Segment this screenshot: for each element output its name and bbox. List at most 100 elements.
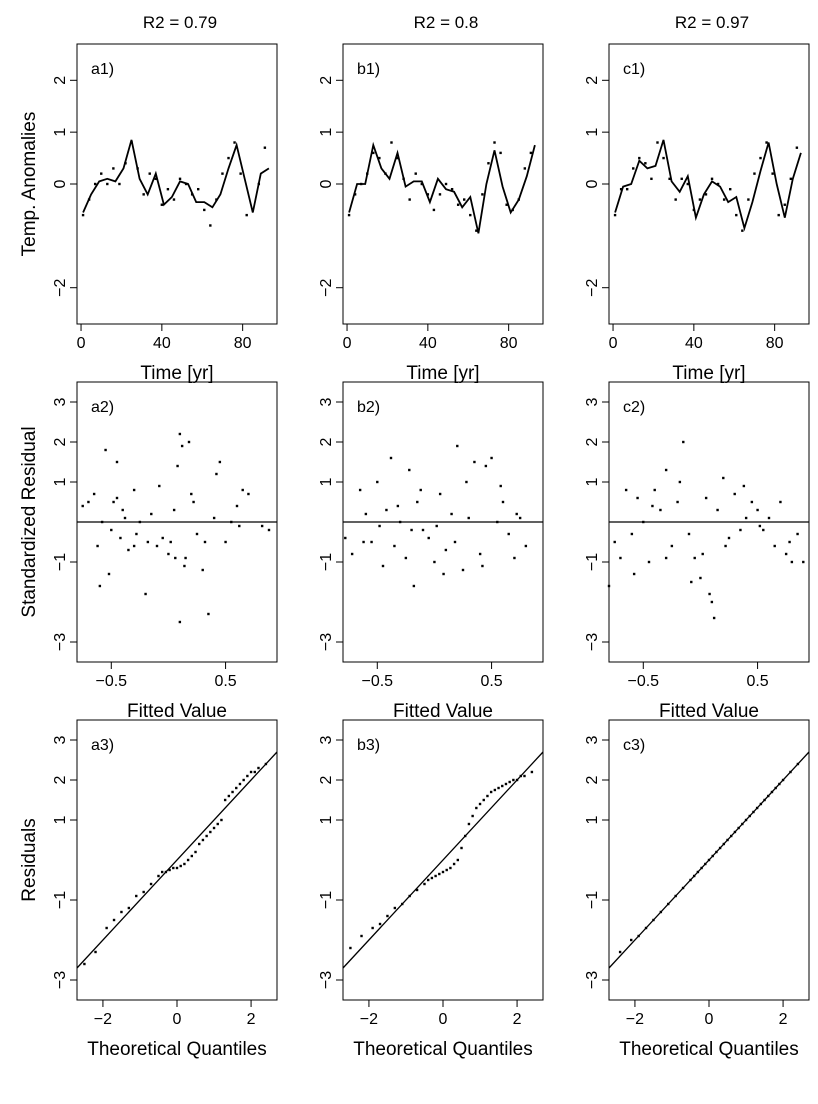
data-point xyxy=(763,798,766,802)
data-point xyxy=(390,141,393,144)
data-point xyxy=(438,193,442,196)
data-point xyxy=(704,862,707,866)
data-point xyxy=(452,862,456,866)
data-point xyxy=(127,906,131,910)
panel-c2: −0.5 0.5 −3 −1 1 2 3 Fitted Value c2) xyxy=(584,381,810,722)
data-point xyxy=(647,560,651,564)
data-point xyxy=(410,528,413,532)
panel-label: a2) xyxy=(91,399,114,416)
data-point xyxy=(267,528,271,532)
data-point xyxy=(92,492,96,496)
panel-label: c3) xyxy=(623,737,645,754)
data-point xyxy=(176,464,179,468)
data-point xyxy=(358,488,362,492)
data-point xyxy=(638,156,641,160)
data-point xyxy=(183,564,186,568)
data-point xyxy=(656,141,659,144)
data-point xyxy=(530,770,534,774)
y-tick-label: 2 xyxy=(318,76,335,85)
data-point xyxy=(223,798,227,802)
data-point xyxy=(513,556,516,560)
data-point xyxy=(499,151,502,155)
y-axis-label: Standardized Residual xyxy=(19,426,40,617)
y-tick-label: −1 xyxy=(318,891,335,909)
x-tick-label: −2 xyxy=(360,1011,378,1028)
data-point xyxy=(105,926,108,930)
data-point xyxy=(465,480,468,484)
y-tick-label: −1 xyxy=(52,553,69,571)
data-point xyxy=(642,520,645,524)
data-point xyxy=(378,524,381,528)
column-title-2: R2 = 0.97 xyxy=(675,13,749,32)
data-point xyxy=(158,484,161,488)
data-point xyxy=(347,213,351,217)
data-point xyxy=(174,556,177,560)
data-point xyxy=(515,512,518,516)
y-tick-label: −3 xyxy=(584,971,601,989)
plot-frame xyxy=(608,43,810,325)
data-point xyxy=(489,790,493,794)
data-point xyxy=(172,198,176,201)
data-point xyxy=(783,203,786,206)
qq-reference-line xyxy=(342,751,544,969)
data-point xyxy=(758,524,762,528)
data-point xyxy=(404,556,408,560)
data-point xyxy=(681,886,685,890)
data-point xyxy=(790,560,794,564)
x-tick-label: 0.5 xyxy=(746,673,768,690)
data-point xyxy=(201,838,205,842)
data-point xyxy=(687,532,691,536)
y-axis-label: Temp. Anomalies xyxy=(19,112,40,257)
data-point xyxy=(453,540,457,544)
y-tick-label: 1 xyxy=(584,128,601,137)
data-point xyxy=(475,229,478,232)
data-point xyxy=(469,213,472,217)
data-point xyxy=(149,882,153,886)
data-point xyxy=(788,540,791,544)
data-point xyxy=(253,770,256,774)
y-tick-label: 3 xyxy=(584,397,601,406)
data-point xyxy=(148,172,151,175)
y-tick-label: 1 xyxy=(584,815,601,824)
data-point xyxy=(96,544,99,548)
data-point xyxy=(227,794,231,798)
data-point xyxy=(184,556,187,560)
data-point xyxy=(218,460,222,464)
data-point xyxy=(433,560,436,564)
data-point xyxy=(707,858,711,862)
data-point xyxy=(442,572,445,576)
data-point xyxy=(247,492,250,496)
y-tick-label: 2 xyxy=(584,76,601,85)
data-point xyxy=(435,524,438,528)
data-point xyxy=(408,468,411,472)
data-point xyxy=(207,612,210,616)
data-point xyxy=(701,552,704,556)
y-tick-label: 1 xyxy=(318,815,335,824)
data-point xyxy=(178,620,182,624)
data-point xyxy=(670,544,674,548)
data-point xyxy=(450,512,453,516)
data-point xyxy=(467,516,470,520)
data-point xyxy=(779,500,782,504)
data-point xyxy=(408,198,411,201)
qq-reference-line xyxy=(76,751,278,969)
data-point xyxy=(194,850,197,854)
data-point xyxy=(260,524,264,528)
x-tick-label: 40 xyxy=(685,335,703,352)
data-point xyxy=(619,187,623,191)
data-point xyxy=(784,552,788,556)
data-point xyxy=(704,496,708,500)
data-point xyxy=(739,528,742,532)
data-point xyxy=(778,782,781,786)
data-point xyxy=(755,806,759,810)
data-point xyxy=(478,802,482,806)
data-point xyxy=(150,512,153,516)
data-point xyxy=(119,536,122,540)
y-tick-label: 1 xyxy=(318,128,335,137)
fitted-curve xyxy=(348,141,536,234)
data-point xyxy=(456,203,460,206)
y-tick-label: −1 xyxy=(584,553,601,571)
y-tick-label: 3 xyxy=(318,397,335,406)
data-point xyxy=(523,774,526,778)
data-point xyxy=(160,870,164,874)
